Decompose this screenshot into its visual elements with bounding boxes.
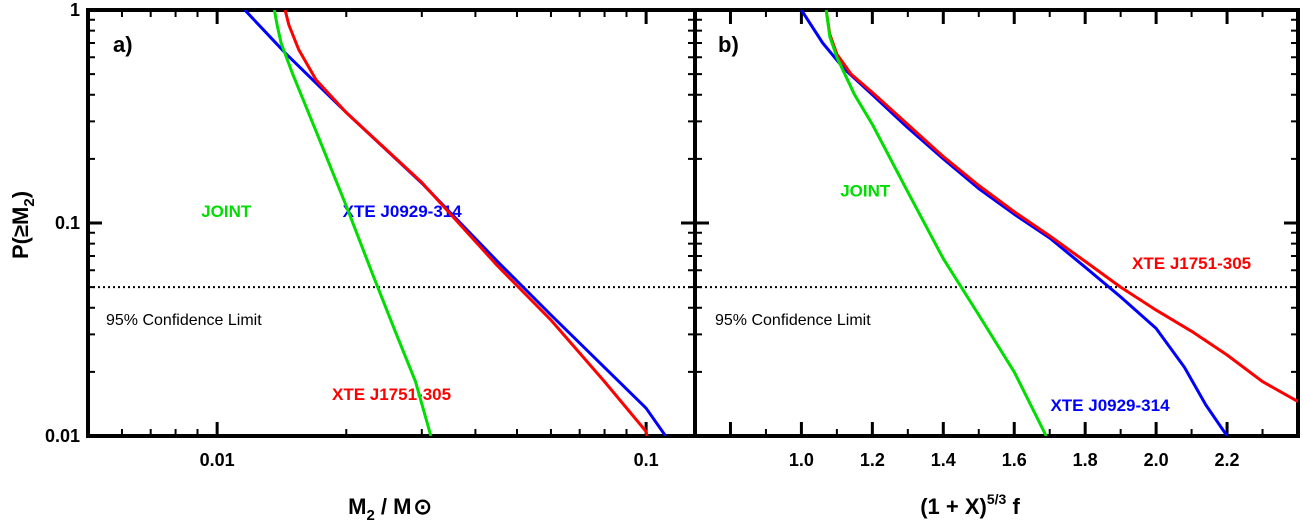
panel-b-x-axis-label: (1 + X)5/3 f [920,491,1020,519]
panel-b-series-label-xte-j1751-305: XTE J1751-305 [1132,254,1251,273]
panel-b-confidence-label: 95% Confidence Limit [715,312,871,329]
panel-b-series-joint [824,10,1048,436]
panel-b-series-label-joint: JOINT [840,181,891,200]
panel-b-x-tick-label: 2.0 [1144,450,1169,470]
panel-a-series-joint [272,10,433,436]
panel-a-label: a) [113,32,133,57]
svg-text:P(≥M2): P(≥M2) [8,191,38,259]
svg-text:(1 + X)5/3 f: (1 + X)5/3 f [920,491,1020,519]
panel-a-series-label-xte-j0929-314: XTE J0929-314 [343,202,463,221]
panel-a-series-xte-j0929-314 [243,10,667,436]
panel-b-x-tick-label: 2.2 [1215,450,1240,470]
panel-b-series-label-xte-j0929-314: XTE J0929-314 [1050,396,1170,415]
panel-a-x-tick-label: 0.01 [200,450,235,470]
panel-b-series-xte-j1751-305 [824,10,1298,403]
panel-a-series-xte-j1751-305 [283,10,649,436]
panel-b-label: b) [718,32,739,57]
panel-a-confidence-label: 95% Confidence Limit [106,312,262,329]
panel-b-x-tick-label: 1.6 [1002,450,1027,470]
panel-a-frame [86,8,697,438]
panel-a-series-label-joint: JOINT [201,202,252,221]
panel-b-x-tick-label: 1.0 [789,450,814,470]
panel-a-y-tick-label: 0.01 [45,426,80,446]
panel-a-x-axis-label: M2 / M⊙ [348,494,432,524]
y-axis-label: P(≥M2) [8,191,38,259]
svg-text:M2 / M⊙: M2 / M⊙ [348,494,432,524]
panel-b-frame [693,8,1300,438]
panel-a-x-tick-label: 0.1 [634,450,659,470]
panel-a-y-tick-label: 1 [70,0,80,20]
panel-b-x-tick-label: 1.4 [931,450,956,470]
panel-a-series-label-xte-j1751-305: XTE J1751-305 [332,385,451,404]
panel-b-x-tick-label: 1.2 [860,450,885,470]
panel-a: 1 0.1 0.01 0.01 0.1 95% Confidence Limit XTE J… [45,0,697,470]
panel-b: 1.0 1.2 1.4 1.6 1.8 2.0 2.2 95% Confidence Limi… [693,8,1300,470]
panel-b-x-tick-label: 1.8 [1073,450,1098,470]
panel-a-y-tick-label: 0.1 [55,213,80,233]
